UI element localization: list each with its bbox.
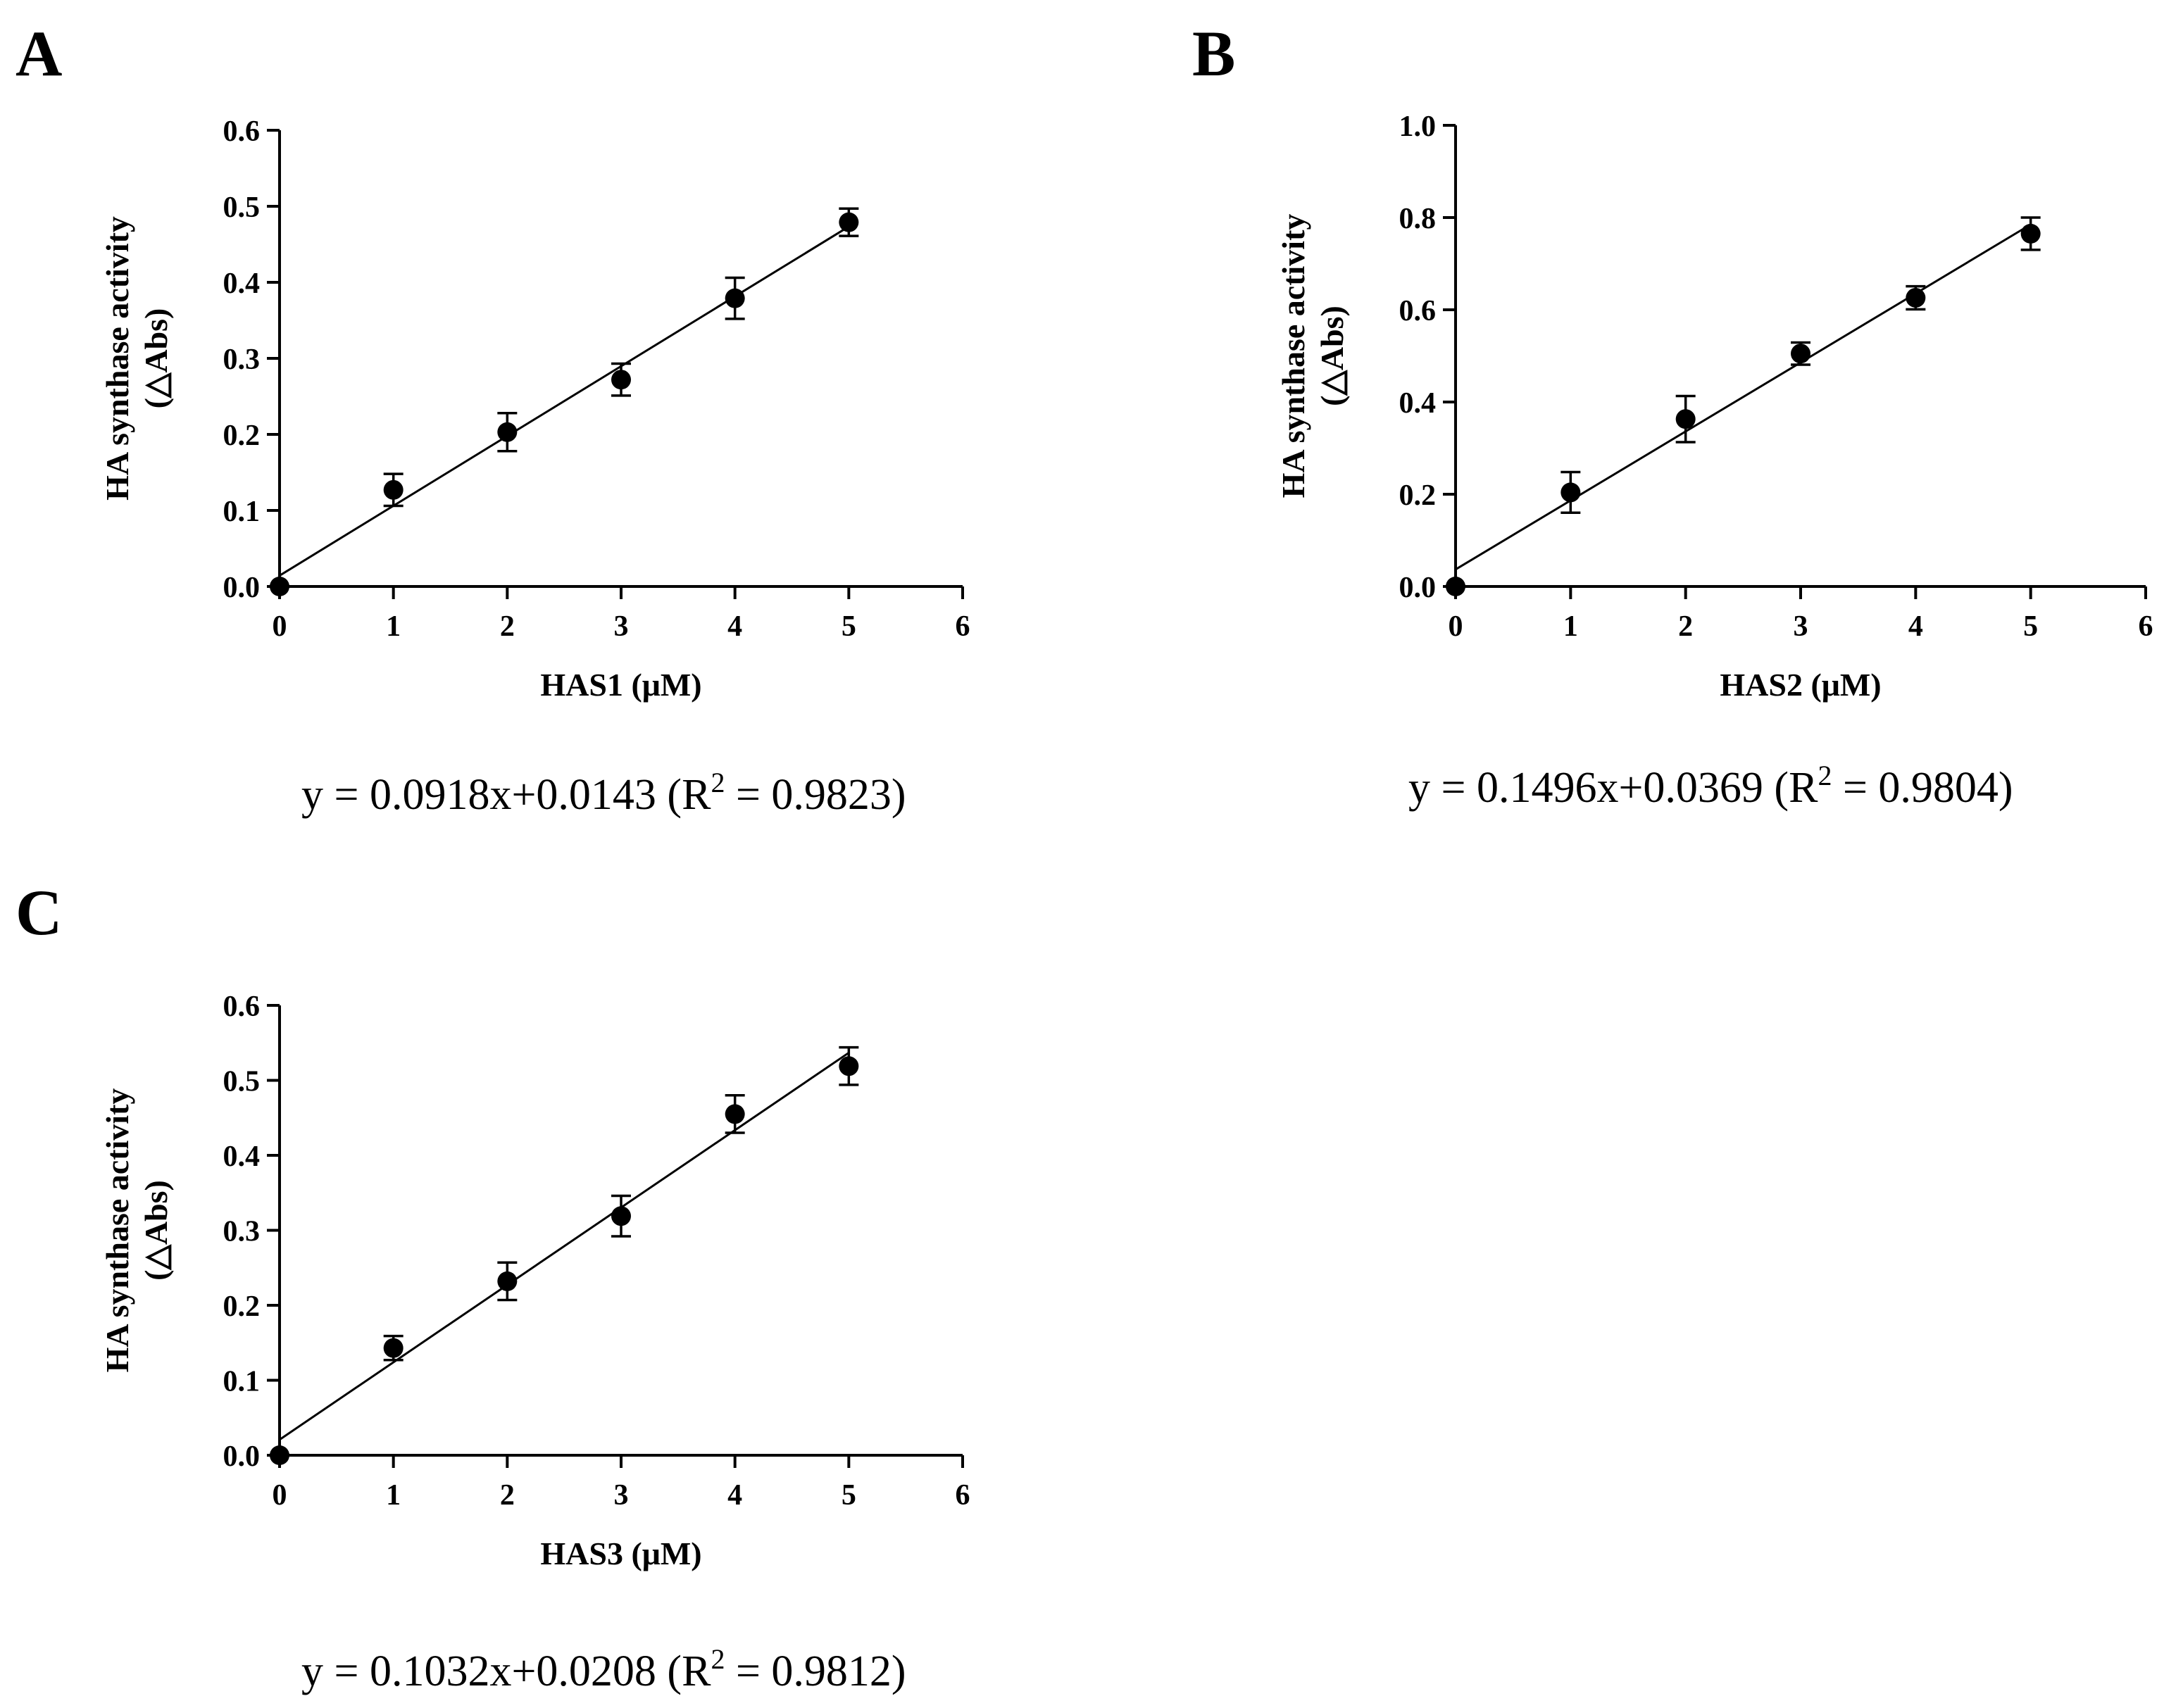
x-tick-label: 5	[2023, 610, 2038, 643]
panel-b-label: B	[1192, 18, 1236, 89]
y-axis-title-unit: (△Abs)	[138, 308, 174, 409]
x-tick-label: 1	[386, 610, 401, 643]
y-tick-label: 0.5	[223, 191, 261, 224]
y-tick-label: 0.6	[1399, 295, 1437, 327]
data-point	[270, 1445, 289, 1465]
data-point	[839, 212, 859, 232]
data-point	[1791, 344, 1810, 364]
data-point	[2020, 223, 2041, 244]
chart-b: 0.0 0.2 0.4 0.6 0.8 1.0 0 1 2 3 4 5 6 HAS2 (μM) HA syn…	[1275, 111, 2153, 703]
panel-a-label: A	[15, 18, 63, 89]
y-axis-title-unit: (△Abs)	[1314, 306, 1350, 406]
data-point	[725, 288, 745, 308]
x-tick-label: 2	[500, 610, 515, 643]
y-tick-label: 0.2	[223, 420, 261, 452]
x-tick-label: 2	[500, 1479, 515, 1512]
x-tick-label: 4	[1908, 610, 1923, 643]
x-tick-label: 6	[956, 1479, 970, 1512]
y-tick-label: 0.2	[223, 1291, 261, 1323]
data-point	[497, 1271, 518, 1291]
y-tick-label: 0.5	[223, 1066, 261, 1098]
data-point	[383, 479, 404, 500]
y-tick-label: 0.1	[223, 1366, 261, 1398]
y-axis-title: HA synthase activity	[99, 216, 135, 501]
x-tick-label: 6	[2139, 610, 2153, 643]
data-point	[1675, 409, 1696, 429]
y-axis-title-unit: (△Abs)	[138, 1180, 174, 1281]
equation-c: y = 0.1032x+0.0208 (R2 = 0.9812)	[301, 1643, 906, 1695]
y-tick-label: 0.6	[223, 115, 261, 148]
x-tick-label: 4	[727, 610, 742, 643]
y-tick-label: 0.3	[223, 1216, 261, 1248]
y-tick-label: 0.6	[223, 991, 261, 1023]
data-point	[383, 1338, 404, 1358]
chart-c: 0.0 0.1 0.2 0.3 0.4 0.5 0.6 0 1 2 3 4 5 6 HAS3 (μM) HA …	[99, 991, 970, 1571]
data-point	[1561, 482, 1581, 503]
y-tick-label: 0.4	[223, 268, 261, 300]
x-tick-label: 1	[1563, 610, 1578, 643]
y-tick-label: 0.4	[223, 1141, 261, 1173]
regression-line	[1455, 223, 2032, 571]
x-tick-label: 4	[727, 1479, 742, 1512]
y-tick-label: 0.1	[223, 496, 261, 528]
regression-line	[279, 225, 850, 577]
y-tick-label: 1.0	[1399, 111, 1437, 143]
x-tick-label: 3	[1794, 610, 1808, 643]
data-point	[611, 1206, 631, 1226]
y-tick-label: 0.0	[223, 572, 261, 604]
x-axis-title: HAS3 (μM)	[540, 1536, 701, 1571]
y-tick-label: 0.4	[1399, 387, 1437, 420]
x-tick-label: 0	[1449, 610, 1463, 643]
x-tick-label: 0	[273, 610, 287, 643]
x-tick-label: 1	[386, 1479, 401, 1512]
x-tick-label: 3	[614, 610, 629, 643]
data-point	[725, 1104, 745, 1124]
y-tick-label: 0.0	[1399, 572, 1437, 604]
x-tick-label: 3	[614, 1479, 629, 1512]
y-tick-label: 0.2	[1399, 479, 1437, 512]
y-tick-label: 0.3	[223, 344, 261, 376]
x-tick-label: 2	[1678, 610, 1693, 643]
x-axis-title: HAS1 (μM)	[540, 667, 701, 703]
x-tick-label: 0	[273, 1479, 287, 1512]
x-tick-label: 6	[956, 610, 970, 643]
panel-c-label: C	[15, 877, 63, 948]
data-point	[839, 1056, 859, 1076]
y-tick-label: 0.0	[223, 1440, 261, 1473]
x-tick-label: 5	[842, 1479, 856, 1512]
y-axis-title: HA synthase activity	[99, 1088, 135, 1373]
y-axis-title: HA synthase activity	[1275, 214, 1311, 498]
data-point	[270, 577, 289, 596]
data-point	[1446, 577, 1465, 596]
chart-a: 0.0 0.1 0.2 0.3 0.4 0.5 0.6 0 1 2 3 4 5 6 HAS1 (μM) HA …	[99, 115, 970, 703]
data-point	[497, 422, 518, 442]
x-tick-label: 5	[842, 610, 856, 643]
y-tick-label: 0.8	[1399, 203, 1437, 235]
data-point	[611, 370, 631, 390]
equation-a: y = 0.0918x+0.0143 (R2 = 0.9823)	[301, 767, 906, 819]
equation-b: y = 0.1496x+0.0369 (R2 = 0.9804)	[1408, 760, 2013, 812]
data-point	[1906, 287, 1926, 308]
regression-line	[279, 1052, 850, 1441]
x-axis-title: HAS2 (μM)	[1720, 667, 1881, 703]
